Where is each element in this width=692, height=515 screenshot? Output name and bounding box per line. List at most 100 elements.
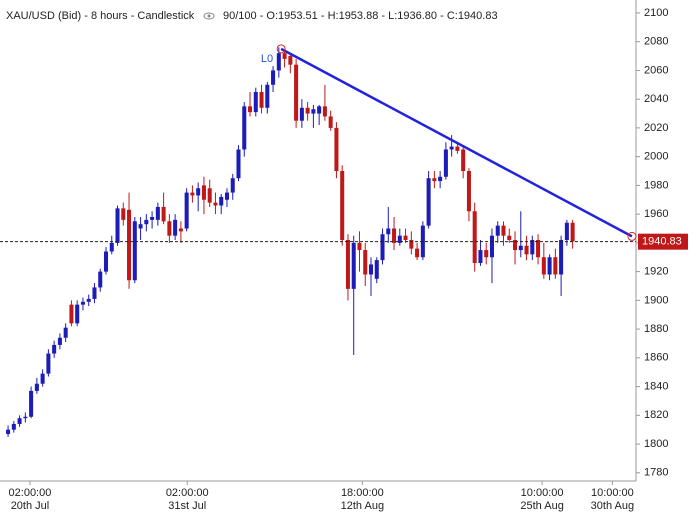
candle-body <box>178 228 183 232</box>
candle-body <box>299 107 304 121</box>
y-tick-label: 1780 <box>644 467 668 479</box>
candle-body <box>415 248 420 258</box>
candle-body <box>443 149 448 177</box>
candle-body <box>29 390 34 417</box>
candle-body <box>132 221 137 281</box>
candle-body <box>150 217 155 220</box>
candle-body <box>524 245 529 255</box>
candle-body <box>478 250 483 263</box>
candle-body <box>547 257 552 275</box>
y-tick-label: 2020 <box>644 122 668 134</box>
eye-outline <box>203 12 215 20</box>
x-tick-label: 10:00:00 <box>591 487 634 499</box>
candle-body <box>144 219 149 225</box>
candle-body <box>196 188 201 196</box>
x-tick-date: 12th Aug <box>341 500 384 512</box>
candle-body <box>403 235 408 240</box>
candle-body <box>259 91 264 108</box>
candle-body <box>248 106 253 113</box>
candle-body <box>328 116 333 128</box>
candle-body <box>242 106 247 150</box>
candle-body <box>23 416 28 419</box>
candle-body <box>322 106 327 117</box>
candle-body <box>461 149 466 172</box>
candle-body <box>392 228 397 243</box>
candle-body <box>138 224 143 229</box>
eye-pupil <box>207 14 211 18</box>
y-tick-label: 2080 <box>644 36 668 48</box>
last-price-label: 1940.83 <box>642 236 682 248</box>
candle-body <box>80 301 85 305</box>
candle-body <box>536 239 541 258</box>
candle-body <box>495 225 500 236</box>
candle-body <box>438 176 443 182</box>
x-tick-date: 20th Jul <box>11 500 50 512</box>
candle-body <box>357 242 362 251</box>
candle-body <box>276 53 281 71</box>
candle-body <box>489 235 494 258</box>
candle-body <box>380 234 385 261</box>
candle-body <box>501 225 506 236</box>
candle-body <box>288 56 293 65</box>
candle-body <box>386 228 391 235</box>
x-tick-label: 18:00:00 <box>341 487 384 499</box>
candle-body <box>46 353 51 374</box>
y-tick-label: 1880 <box>644 323 668 335</box>
candle-body <box>541 257 546 275</box>
y-tick-label: 2000 <box>644 151 668 163</box>
candle-body <box>513 239 518 251</box>
candle-body <box>103 251 109 272</box>
candle-body <box>173 219 178 236</box>
candle-body <box>564 222 569 240</box>
candle-body <box>363 250 368 275</box>
candle-body <box>449 146 454 150</box>
trend-anchor <box>627 231 637 241</box>
y-tick-label: 1920 <box>644 266 668 278</box>
candle-body <box>351 242 356 289</box>
candle-body <box>484 250 489 258</box>
candle-body <box>530 239 535 255</box>
candle-body <box>6 429 11 435</box>
candle-body <box>455 146 460 151</box>
candle-body <box>507 235 512 240</box>
candle-body <box>317 106 322 114</box>
candle-body <box>271 70 276 85</box>
last-price-box <box>638 233 688 250</box>
x-tick-label: 02:00:00 <box>9 487 52 499</box>
candle-body <box>207 188 212 203</box>
candle-body <box>409 239 414 249</box>
candle-body <box>570 222 575 242</box>
y-tick-label: 2040 <box>644 93 668 105</box>
y-tick-label: 1820 <box>644 409 668 421</box>
candle-body <box>518 245 523 251</box>
eye-icon[interactable] <box>203 12 215 20</box>
candle-body <box>345 239 350 289</box>
candle-body <box>294 64 299 121</box>
candle-body <box>190 192 195 196</box>
trend-anchor <box>276 44 286 54</box>
candle-body <box>230 178 235 193</box>
y-tick-label: 1960 <box>644 208 668 220</box>
trend-label: L0 <box>261 53 273 65</box>
candle-body <box>305 107 310 114</box>
candle-body <box>472 211 477 263</box>
candle-body <box>311 109 316 114</box>
x-tick-date: 25th Aug <box>520 500 563 512</box>
chart-title: XAU/USD (Bid) - 8 hours - Candlestick <box>6 10 195 22</box>
y-tick-label: 1800 <box>644 438 668 450</box>
candle-body <box>92 287 97 299</box>
candle-body <box>17 418 22 424</box>
trend-line <box>280 47 633 238</box>
candle-body <box>75 304 80 324</box>
candle-body <box>69 304 74 324</box>
candle-body <box>213 202 218 206</box>
candle-body <box>559 239 564 275</box>
candle-body <box>253 91 258 113</box>
candle-body <box>397 235 402 243</box>
candle-body <box>340 171 345 240</box>
candle-body <box>426 178 431 226</box>
candle-body <box>374 260 379 279</box>
candle-body <box>432 178 437 182</box>
candle-body <box>161 206 166 222</box>
